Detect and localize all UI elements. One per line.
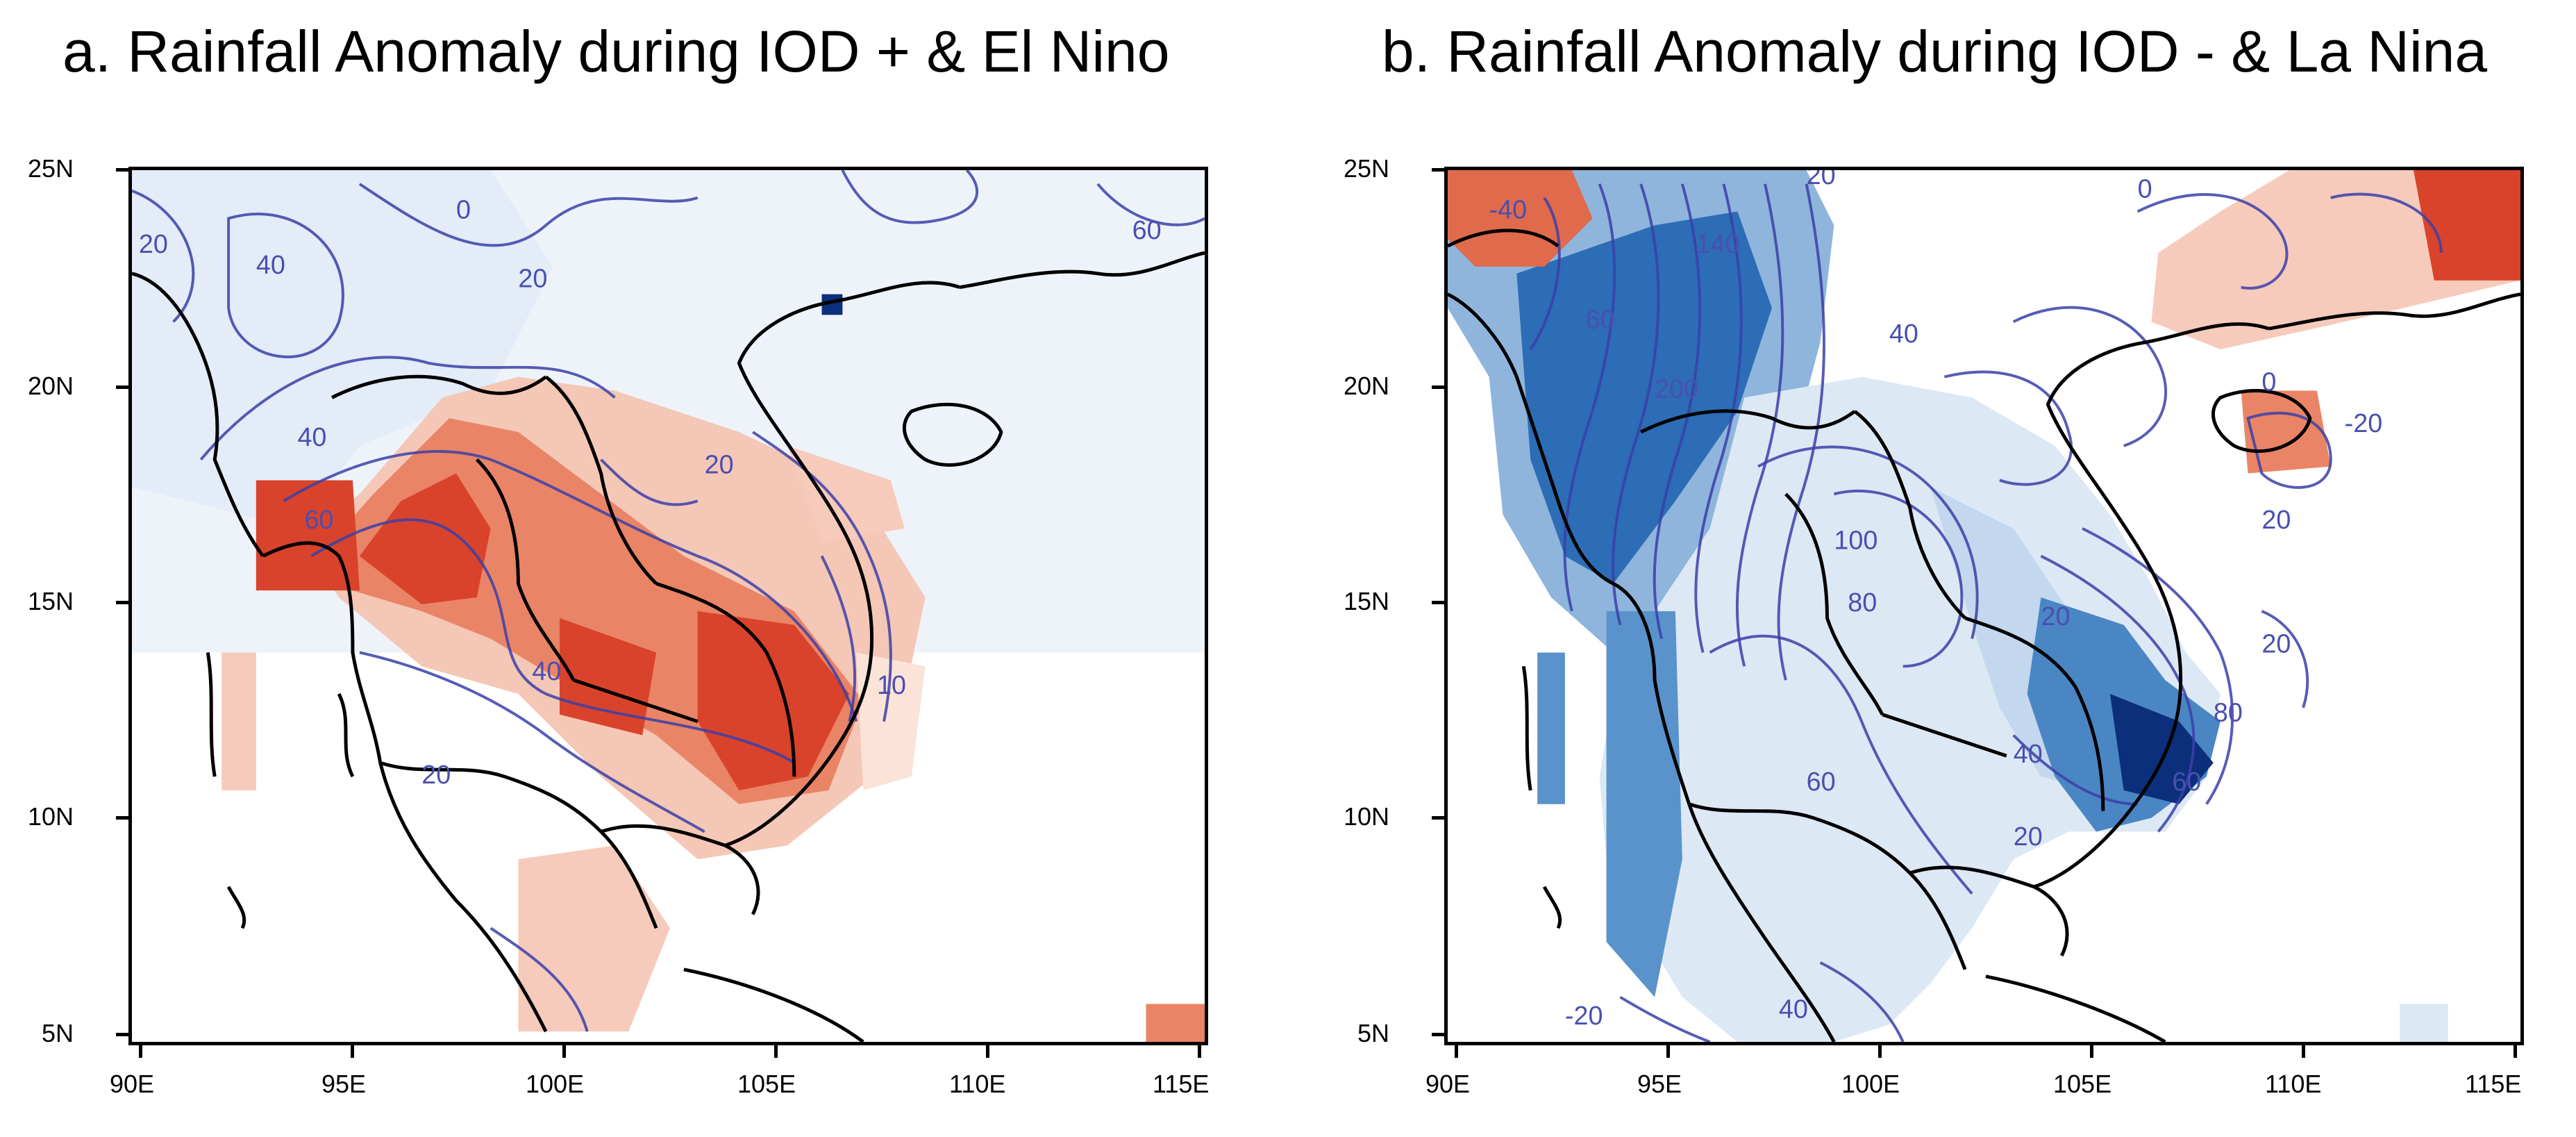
- svg-text:60: 60: [1132, 215, 1162, 244]
- x-tick: [986, 1045, 989, 1058]
- svg-text:20: 20: [139, 229, 168, 258]
- x-tick: [351, 1045, 354, 1058]
- x-tick-label: 90E: [1425, 1070, 1471, 1098]
- svg-text:20: 20: [2041, 601, 2070, 631]
- x-tick-label: 95E: [1637, 1070, 1682, 1098]
- svg-text:40: 40: [256, 250, 285, 279]
- svg-text:20: 20: [2261, 629, 2291, 658]
- x-tick: [562, 1045, 566, 1058]
- panel-a-title: a. Rainfall Anomaly during IOD + & El Ni…: [62, 19, 1170, 84]
- y-tick-label: 10N: [1344, 802, 1390, 831]
- contour-labels-b: -40 20 0 140 60 200 40 0 -20 20 100 80 2…: [1489, 170, 2383, 1030]
- x-tick-label: 95E: [321, 1070, 367, 1098]
- x-tick: [2514, 1045, 2517, 1058]
- svg-text:80: 80: [1848, 588, 1877, 617]
- panel-a-map: 20 40 0 60 20 40 20 60 40 20 10: [128, 167, 1208, 1045]
- x-tick: [2090, 1045, 2093, 1058]
- x-tick-label: 115E: [1153, 1070, 1210, 1098]
- y-tick: [116, 385, 128, 389]
- x-tick-label: 105E: [737, 1070, 796, 1098]
- contours-a: [132, 170, 1205, 1032]
- svg-text:-40: -40: [1489, 194, 1528, 224]
- svg-text:20: 20: [2014, 822, 2043, 851]
- y-tick: [116, 816, 128, 820]
- svg-text:20: 20: [1807, 170, 1836, 190]
- anomaly-shading-a: [132, 170, 1205, 1042]
- svg-text:40: 40: [2014, 739, 2043, 768]
- svg-text:0: 0: [2261, 367, 2276, 396]
- coastlines-a: [132, 251, 1205, 1042]
- x-tick: [1878, 1045, 1882, 1058]
- y-tick-label: 10N: [28, 802, 74, 831]
- svg-text:20: 20: [705, 450, 734, 479]
- y-tick-label: 20N: [1344, 372, 1390, 400]
- svg-text:200: 200: [1655, 374, 1698, 403]
- y-tick: [1432, 168, 1444, 172]
- coastlines-b: [1448, 229, 2520, 1042]
- svg-text:0: 0: [456, 194, 471, 224]
- y-tick: [116, 601, 128, 604]
- x-tick-label: 110E: [2265, 1070, 2322, 1098]
- x-tick-label: 100E: [1841, 1070, 1900, 1098]
- contours-b: [1529, 183, 2443, 1042]
- y-tick: [1432, 1033, 1444, 1036]
- contour-labels-a: 20 40 0 60 20 40 20 60 40 20 10: [139, 194, 1162, 788]
- svg-text:10: 10: [877, 670, 906, 699]
- y-tick-label: 25N: [28, 154, 74, 183]
- x-tick: [1666, 1045, 1670, 1058]
- svg-text:0: 0: [2138, 174, 2152, 204]
- svg-text:60: 60: [2172, 767, 2201, 796]
- svg-text:20: 20: [2261, 505, 2291, 534]
- panel-b-map: -40 20 0 140 60 200 40 0 -20 20 100 80 2…: [1444, 167, 2524, 1045]
- anomaly-shading-b: [1448, 170, 2520, 1042]
- svg-text:60: 60: [304, 505, 333, 534]
- svg-text:140: 140: [1696, 229, 1740, 258]
- svg-text:60: 60: [1586, 305, 1615, 334]
- x-tick: [1198, 1045, 1201, 1058]
- y-tick-label: 15N: [1344, 587, 1390, 615]
- svg-text:-20: -20: [2345, 408, 2383, 438]
- panel-b-title: b. Rainfall Anomaly during IOD - & La Ni…: [1382, 19, 2488, 84]
- svg-text:80: 80: [2214, 698, 2243, 727]
- y-tick: [116, 168, 128, 172]
- svg-text:40: 40: [1779, 994, 1808, 1023]
- svg-text:100: 100: [1834, 526, 1877, 555]
- y-tick: [1432, 385, 1444, 389]
- y-tick: [116, 1033, 128, 1036]
- svg-text:40: 40: [532, 656, 561, 686]
- svg-text:40: 40: [297, 422, 326, 451]
- x-tick-label: 110E: [949, 1070, 1006, 1098]
- x-tick-label: 105E: [2053, 1070, 2112, 1098]
- x-tick-label: 100E: [526, 1070, 585, 1098]
- svg-text:60: 60: [1807, 767, 1836, 796]
- x-tick-label: 115E: [2465, 1070, 2522, 1098]
- y-tick: [1432, 601, 1444, 604]
- x-tick: [774, 1045, 778, 1058]
- y-tick: [1432, 816, 1444, 820]
- y-tick-label: 20N: [28, 372, 74, 400]
- svg-text:20: 20: [421, 760, 451, 789]
- x-tick-label: 90E: [110, 1070, 155, 1098]
- svg-text:-20: -20: [1565, 1001, 1603, 1030]
- x-tick: [1455, 1045, 1458, 1058]
- x-tick: [139, 1045, 142, 1058]
- svg-text:20: 20: [518, 264, 547, 293]
- svg-text:40: 40: [1889, 319, 1918, 348]
- y-tick-label: 15N: [28, 587, 74, 615]
- y-tick-label: 5N: [1357, 1019, 1390, 1047]
- y-tick-label: 5N: [42, 1019, 74, 1047]
- x-tick: [2302, 1045, 2305, 1058]
- y-tick-label: 25N: [1344, 154, 1390, 183]
